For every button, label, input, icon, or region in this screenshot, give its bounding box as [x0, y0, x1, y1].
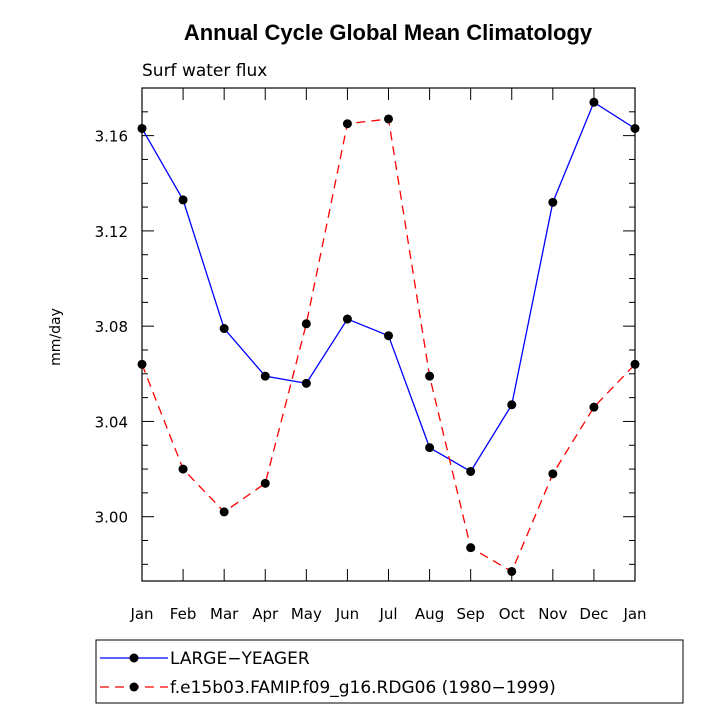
series-1-point: [384, 331, 393, 341]
y-tick-label: 3.16: [95, 128, 128, 146]
series-1-point: [466, 466, 476, 476]
series-2-point: [260, 478, 270, 488]
y-tick-label: 3.08: [95, 318, 128, 336]
y-axis-label: mm/day: [48, 308, 64, 366]
y-tick-label: 3.04: [95, 413, 128, 431]
x-tick-label: May: [291, 605, 322, 623]
legend-box: [95, 639, 684, 704]
series-2-point: [425, 371, 435, 381]
y-tick-label: 3.12: [95, 223, 128, 241]
series-2-point: [219, 507, 229, 517]
series-1-point: [219, 324, 229, 334]
x-tick-label: Aug: [415, 605, 444, 623]
series-2-point: [178, 464, 188, 474]
series-2-point: [466, 543, 476, 553]
x-tick-label: Oct: [499, 605, 525, 623]
series-2-point: [301, 319, 311, 329]
series-1-point: [301, 378, 311, 388]
x-tick-label: Dec: [579, 605, 608, 623]
x-tick-label: Jul: [378, 605, 397, 623]
x-tick-label: Jan: [129, 605, 153, 623]
series-line-1: [141, 101, 636, 473]
legend-marker-1: [129, 653, 139, 663]
x-tick-label: Jan: [622, 605, 646, 623]
series-1-point: [342, 314, 352, 324]
series-2-point: [507, 566, 517, 576]
x-tick-label: Feb: [170, 605, 197, 623]
y-tick-labels: 3.00 3.04 3.08 3.12 3.16: [95, 128, 128, 527]
series-2-point: [384, 114, 393, 124]
series-1-point: [260, 371, 270, 381]
x-tick-label: Sep: [457, 605, 485, 623]
series-line-2: [141, 118, 636, 573]
x-tick-labels: Jan Feb Mar Apr May Jun Jul Aug Sep Oct Nov Dec Jan: [129, 605, 646, 623]
series-1-point: [178, 195, 188, 205]
y-tick-label: 3.00: [95, 509, 128, 527]
x-tick-label: Apr: [252, 605, 279, 623]
chart-title: Annual Cycle Global Mean Climatology: [184, 20, 593, 45]
plot-frame: [141, 87, 636, 582]
legend-label-1: LARGE−YEAGER: [170, 649, 310, 669]
legend: LARGE−YEAGER f.e15b03.FAMIP.f09_g16.RDG06…: [95, 639, 684, 704]
chart-subtitle: Surf water flux: [142, 61, 267, 81]
x-tick-label: Nov: [538, 605, 567, 623]
series-layer: [137, 97, 640, 576]
legend-marker-2: [129, 682, 139, 692]
series-1-point: [425, 443, 435, 453]
series-2-point: [342, 119, 352, 129]
x-tick-label: Mar: [210, 605, 239, 623]
series-1-point: [507, 400, 517, 410]
series-1-point: [548, 197, 558, 207]
series-2-point: [589, 402, 599, 412]
x-tick-label: Jun: [335, 605, 359, 623]
series-1-point: [589, 97, 599, 107]
series-2-point: [548, 469, 558, 479]
legend-label-2: f.e15b03.FAMIP.f09_g16.RDG06 (1980−1999): [170, 678, 556, 698]
